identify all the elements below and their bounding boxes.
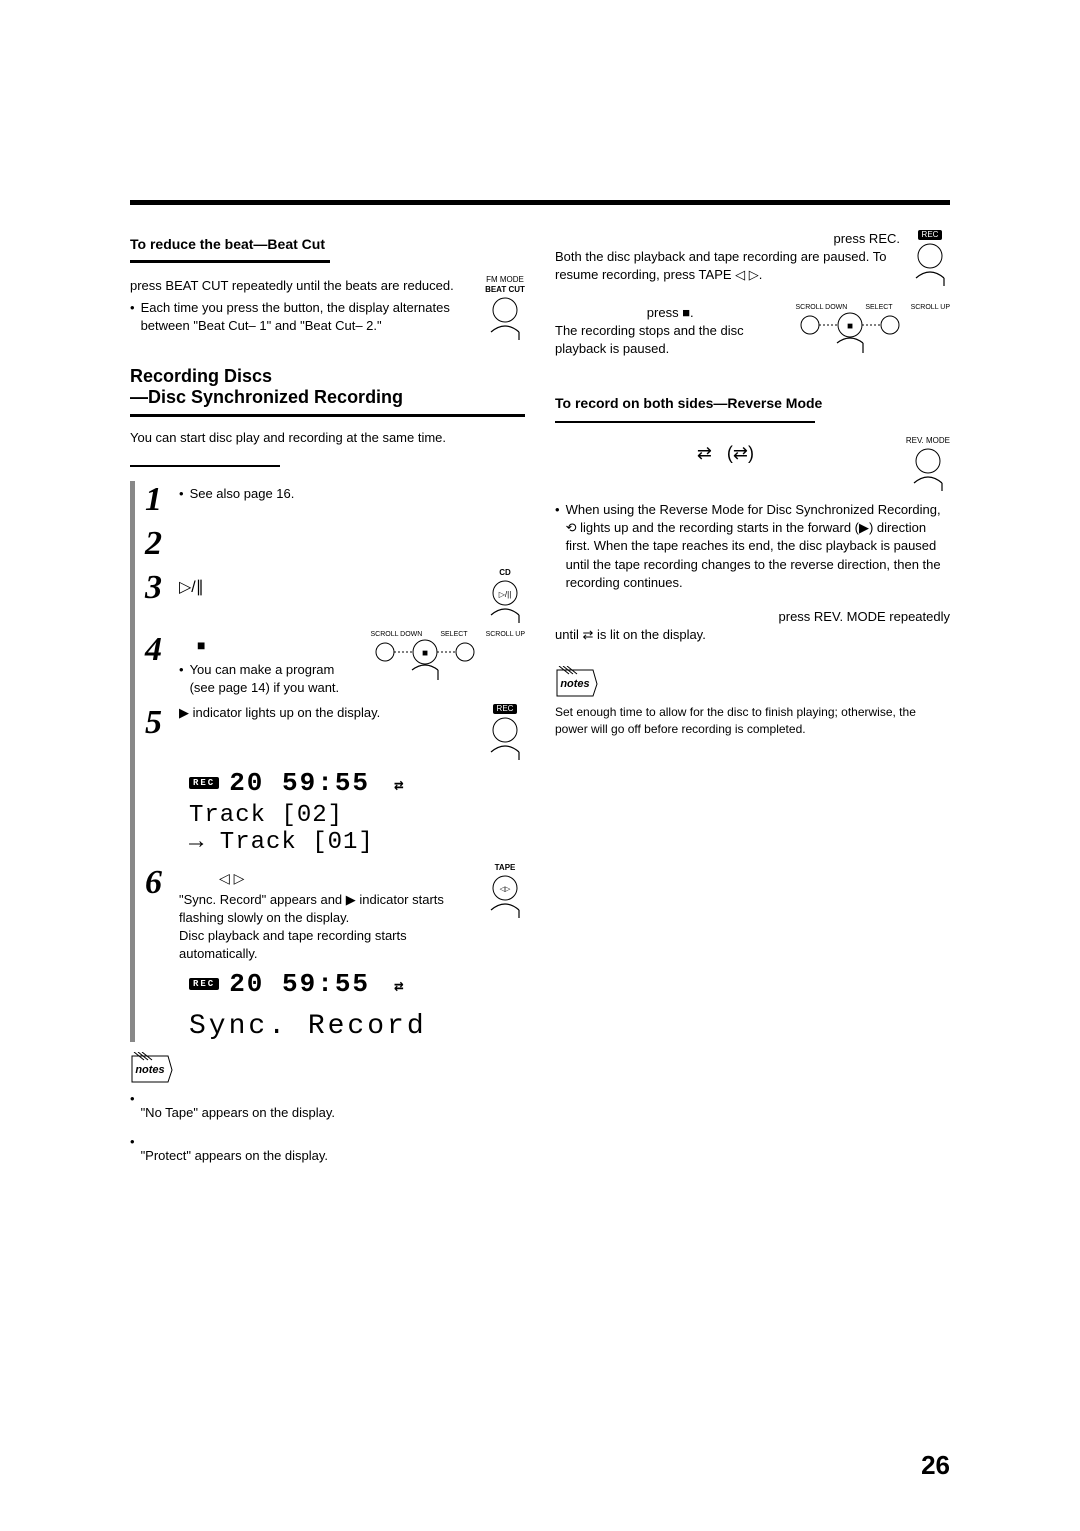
rec-button-icon <box>910 242 950 288</box>
knob-m: SELECT <box>865 304 892 311</box>
beatcut-heading: To reduce the beat—Beat Cut <box>130 236 475 252</box>
stop-body: The recording stops and the disc playbac… <box>555 322 785 358</box>
rule <box>130 260 330 263</box>
knob-icon: ■ <box>370 638 480 682</box>
recording-subtitle: —Disc Synchronized Recording <box>130 387 525 408</box>
tape-label: TAPE <box>495 864 516 872</box>
step5-seg: REC20 59:55⇄ <box>189 768 525 798</box>
svg-text:■: ■ <box>847 321 853 332</box>
rec-indicator: REC <box>189 978 219 990</box>
svg-text:notes: notes <box>135 1064 164 1076</box>
step6-p1: "Sync. Record" appears and ▶ indicator s… <box>179 891 475 927</box>
rec-badge: REC <box>918 230 943 240</box>
step-number: 2 <box>145 525 169 563</box>
svg-text:■: ■ <box>422 648 428 659</box>
play-pause-glyph: ▷/∥ <box>179 579 204 596</box>
beatcut-icon-top: FM MODE <box>486 276 524 284</box>
step-number: 1 <box>145 481 169 519</box>
step-number: 6 <box>145 864 169 902</box>
knob-l: SCROLL DOWN <box>795 304 847 311</box>
rec-intro: You can start disc play and recording at… <box>130 429 525 447</box>
step-6: 6 ◁ ▷ "Sync. Record" appears and ▶ indic… <box>145 864 525 964</box>
step6-seg: REC20 59:55⇄ <box>189 969 525 999</box>
right-column: press REC. Both the disc playback and ta… <box>555 230 950 1165</box>
cd-button-icon: ▷/|| <box>485 579 525 625</box>
rec-button-icon <box>485 716 525 762</box>
seg-l2: → Track [01] <box>189 829 525 856</box>
beatcut-bullet: • Each time you press the button, the di… <box>130 299 475 335</box>
page-number: 26 <box>921 1450 950 1481</box>
right-notes: Set enough time to allow for the disc to… <box>555 704 950 738</box>
svg-text:notes: notes <box>560 678 589 690</box>
beatcut-button-icon <box>485 296 525 342</box>
step-4: 4 ■ •You can make a program (see page 14… <box>145 631 525 697</box>
notes-icon: notes <box>130 1052 174 1086</box>
step1-note: See also page 16. <box>190 485 295 503</box>
rev-button-icon <box>908 447 948 493</box>
rec-badge: REC <box>493 704 518 714</box>
rec-indicator: REC <box>189 777 219 789</box>
step4-note: You can make a program (see page 14) if … <box>190 661 361 697</box>
rev-one-lead: press REV. MODE repeatedly <box>555 608 950 626</box>
step-3: 3 ▷/∥ CD ▷/|| <box>145 569 525 625</box>
step6-p2: Disc playback and tape recording starts … <box>179 927 475 963</box>
rule <box>130 414 525 417</box>
cd-label: CD <box>499 569 511 577</box>
svg-text:◁▷: ◁▷ <box>500 886 511 893</box>
bullet-dot: • <box>130 299 135 335</box>
svg-text:▷/||: ▷/|| <box>499 590 512 599</box>
step-2: 2 <box>145 525 525 563</box>
left-column: To reduce the beat—Beat Cut press BEAT C… <box>130 230 525 1165</box>
step-5: 5 ▶ indicator lights up on the display. … <box>145 704 525 762</box>
stop-lead: press ■. <box>555 304 785 322</box>
rev-one-tail: until ⇄ is lit on the display. <box>555 626 950 644</box>
step-number: 4 <box>145 631 169 669</box>
notes2: "Protect" appears on the display. <box>141 1147 328 1165</box>
step5-line: indicator lights up on the display. <box>193 705 381 720</box>
knob-icon: ■ <box>795 311 905 355</box>
rev-bullet: When using the Reverse Mode for Disc Syn… <box>566 501 950 592</box>
top-rule <box>130 200 950 205</box>
rev-label: REV. MODE <box>906 437 950 445</box>
rule <box>555 421 815 424</box>
knob-r: SCROLL UP <box>486 631 525 638</box>
rule <box>130 465 280 468</box>
notes-icon: notes <box>555 666 599 700</box>
step-number: 3 <box>145 569 169 607</box>
beatcut-icon-bot: BEAT CUT <box>485 286 525 294</box>
pause-body: Both the disc playback and tape recordin… <box>555 248 900 284</box>
seg-big: Sync. Record <box>189 1011 525 1042</box>
knob-r: SCROLL UP <box>911 304 950 311</box>
seg-l1: Track [02] <box>189 802 525 829</box>
beatcut-body: press BEAT CUT repeatedly until the beat… <box>130 277 475 295</box>
knob-m: SELECT <box>440 631 467 638</box>
revmode-glyphs: ⇄ (⇄) <box>697 443 754 463</box>
step-1: 1 •See also page 16. <box>145 481 525 519</box>
seg-top6: 20 59:55 <box>229 969 370 999</box>
notes1: "No Tape" appears on the display. <box>141 1104 336 1122</box>
step-number: 5 <box>145 704 169 742</box>
both-heading: To record on both sides—Reverse Mode <box>555 395 950 411</box>
pause-lead: press REC. <box>555 230 900 248</box>
tape-button-icon: ◁▷ <box>485 874 525 920</box>
bullet-text: Each time you press the button, the disp… <box>141 299 475 335</box>
beatcut-text: press BEAT CUT repeatedly until the beat… <box>130 278 454 293</box>
seg-top: 20 59:55 <box>229 768 370 798</box>
recording-title: Recording Discs <box>130 366 525 387</box>
knob-l: SCROLL DOWN <box>370 631 422 638</box>
